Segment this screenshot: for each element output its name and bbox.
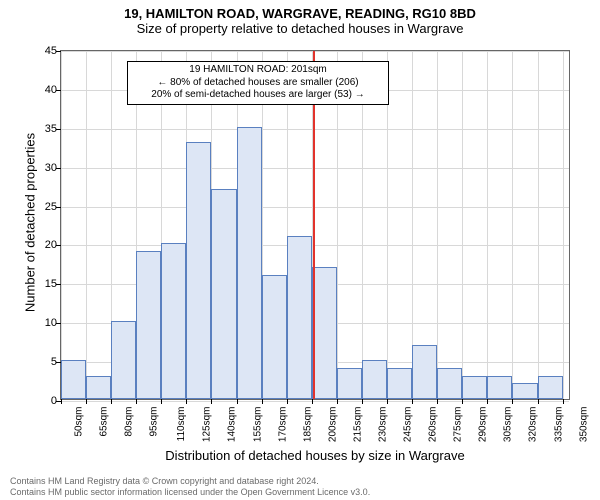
histogram-bar bbox=[312, 267, 337, 399]
xtick-label: 95sqm bbox=[149, 407, 160, 437]
histogram-bar bbox=[211, 189, 236, 399]
xtick-label: 110sqm bbox=[176, 407, 187, 442]
xtick-label: 80sqm bbox=[124, 407, 135, 437]
xtick-label: 65sqm bbox=[99, 407, 110, 437]
histogram-bar bbox=[111, 321, 136, 399]
chart-subtitle: Size of property relative to detached ho… bbox=[0, 21, 600, 36]
histogram-bar bbox=[186, 142, 211, 399]
histogram-bar bbox=[262, 275, 287, 399]
histogram-bar bbox=[538, 376, 563, 399]
histogram-bar bbox=[487, 376, 512, 399]
gridline-v bbox=[512, 51, 513, 399]
xtick-label: 320sqm bbox=[528, 407, 539, 443]
histogram-bar bbox=[362, 360, 387, 399]
histogram-bar bbox=[237, 127, 262, 399]
footer-credits: Contains HM Land Registry data © Crown c… bbox=[10, 476, 370, 497]
gridline-v bbox=[487, 51, 488, 399]
xtick-label: 50sqm bbox=[74, 407, 85, 437]
histogram-bar bbox=[462, 376, 487, 399]
xtick-label: 125sqm bbox=[202, 407, 213, 443]
annotation-box: 19 HAMILTON ROAD: 201sqm← 80% of detache… bbox=[127, 61, 389, 105]
plot-area: 05101520253035404550sqm65sqm80sqm95sqm11… bbox=[60, 50, 570, 400]
x-axis-label: Distribution of detached houses by size … bbox=[60, 448, 570, 463]
gridline-v bbox=[462, 51, 463, 399]
annotation-line3: 20% of semi-detached houses are larger (… bbox=[134, 89, 382, 102]
xtick-label: 290sqm bbox=[478, 407, 489, 443]
histogram-bar bbox=[387, 368, 412, 399]
gridline-v bbox=[563, 51, 564, 399]
ytick-label: 5 bbox=[33, 356, 61, 368]
gridline-v bbox=[86, 51, 87, 399]
xtick-label: 185sqm bbox=[302, 407, 313, 443]
ytick-label: 45 bbox=[33, 45, 61, 57]
xtick-label: 170sqm bbox=[277, 407, 288, 443]
xtick-label: 230sqm bbox=[377, 407, 388, 443]
histogram-bar bbox=[86, 376, 111, 399]
histogram-bar bbox=[287, 236, 312, 399]
gridline-v bbox=[538, 51, 539, 399]
histogram-bar bbox=[161, 243, 186, 399]
histogram-bar bbox=[412, 345, 437, 399]
xtick-label: 275sqm bbox=[453, 407, 464, 443]
xtick-label: 155sqm bbox=[252, 407, 263, 443]
xtick-label: 305sqm bbox=[503, 407, 514, 443]
xtick-label: 215sqm bbox=[352, 407, 363, 443]
footer-line2: Contains HM public sector information li… bbox=[10, 487, 370, 497]
histogram-bar bbox=[337, 368, 362, 399]
chart-title: 19, HAMILTON ROAD, WARGRAVE, READING, RG… bbox=[0, 0, 600, 21]
histogram-bar bbox=[136, 251, 161, 399]
xtick-label: 350sqm bbox=[578, 407, 589, 443]
histogram-bar bbox=[512, 383, 537, 399]
ytick-label: 0 bbox=[33, 395, 61, 407]
xtick-label: 245sqm bbox=[402, 407, 413, 443]
y-axis-label: Number of detached properties bbox=[23, 93, 38, 353]
gridline-v bbox=[61, 51, 62, 399]
annotation-line2: ← 80% of detached houses are smaller (20… bbox=[134, 77, 382, 90]
gridline-v bbox=[437, 51, 438, 399]
annotation-line1: 19 HAMILTON ROAD: 201sqm bbox=[134, 64, 382, 77]
histogram-bar bbox=[61, 360, 86, 399]
xtick-label: 260sqm bbox=[427, 407, 438, 443]
xtick-label: 140sqm bbox=[227, 407, 238, 443]
xtick-label: 200sqm bbox=[327, 407, 338, 443]
histogram-bar bbox=[437, 368, 462, 399]
footer-line1: Contains HM Land Registry data © Crown c… bbox=[10, 476, 370, 486]
xtick-label: 335sqm bbox=[553, 407, 564, 443]
